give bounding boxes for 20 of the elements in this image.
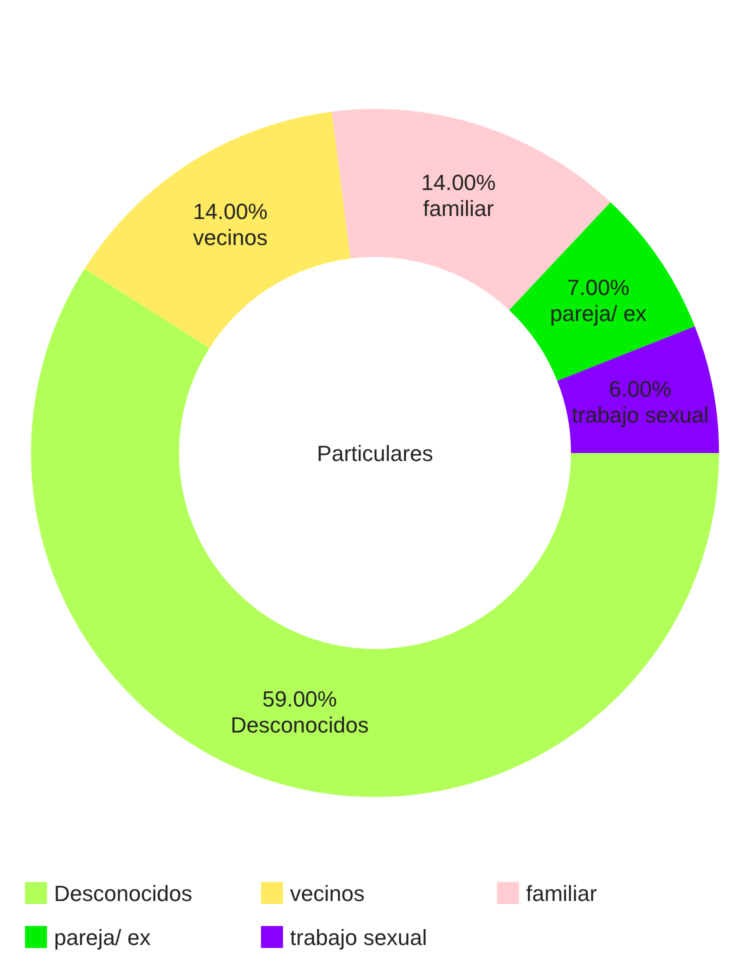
slice-label: vecinos [193, 225, 268, 250]
donut-slice [32, 268, 719, 797]
slice-label: trabajo sexual [572, 402, 709, 428]
legend-label: Desconocidos [54, 881, 192, 906]
donut-slice [84, 112, 350, 348]
slice-label: familiar [422, 196, 494, 222]
data-label: 14.00% [421, 170, 496, 196]
legend-label: pareja/ ex [54, 925, 151, 950]
data-label: 59.00% [262, 686, 337, 712]
legend-label: trabajo sexual [290, 925, 427, 950]
slice-label: pareja/ ex [550, 301, 647, 326]
data-label: 6.00% [609, 376, 672, 402]
donut-slice [557, 326, 719, 453]
legend-label: familiar [526, 881, 597, 906]
legend-label: vecinos [290, 881, 365, 906]
donut-slice [509, 202, 695, 381]
slice-label: Desconocidos [230, 712, 369, 738]
data-label: 7.00% [567, 275, 630, 300]
data-label: 14.00% [193, 199, 268, 224]
text: Particulares [316, 441, 434, 466]
